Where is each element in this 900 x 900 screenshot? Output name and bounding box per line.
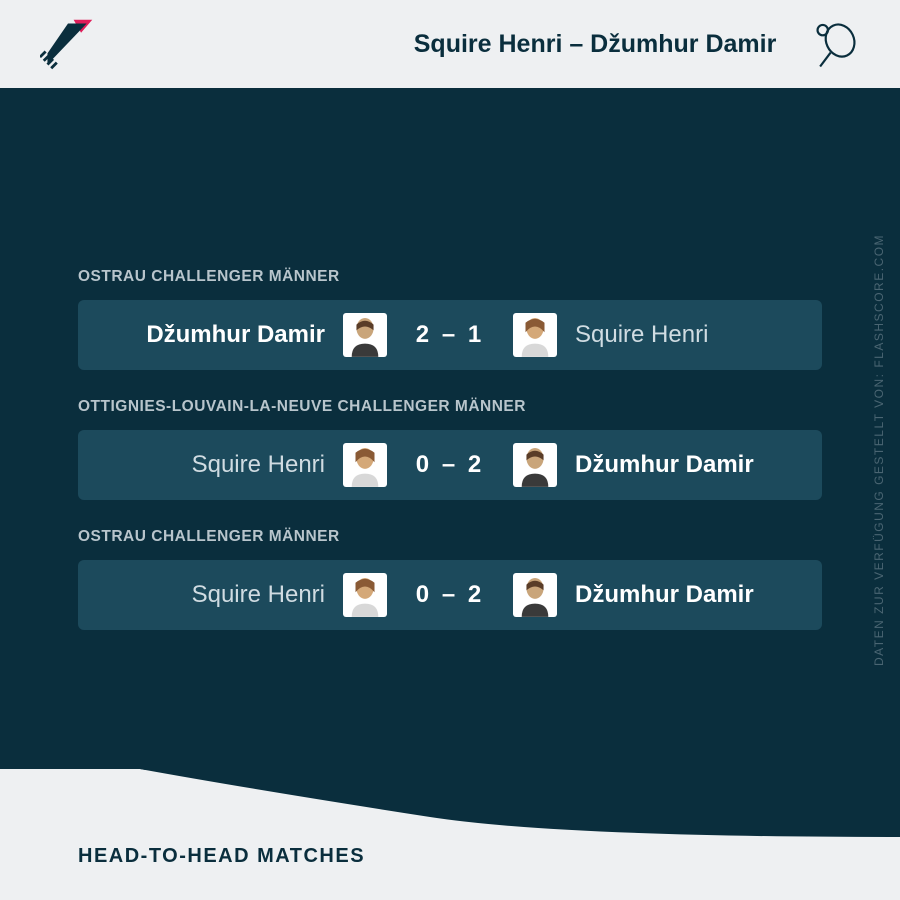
footer-label: HEAD-TO-HEAD MATCHES xyxy=(78,845,365,868)
tournament-label: OSTRAU CHALLENGER MÄNNER xyxy=(78,268,822,286)
tennis-icon xyxy=(808,18,860,70)
match-group: OTTIGNIES-LOUVAIN-LA-NEUVE CHALLENGER MÄ… xyxy=(78,398,822,500)
matchup-title: Squire Henri – Džumhur Damir xyxy=(414,30,777,59)
match-group: OSTRAU CHALLENGER MÄNNER Squire Henri 0 … xyxy=(78,528,822,630)
match-score: 0 – 2 xyxy=(405,451,495,479)
player-left-name: Squire Henri xyxy=(105,581,325,609)
footer-bar: HEAD-TO-HEAD MATCHES xyxy=(0,770,900,900)
header-bar: Squire Henri – Džumhur Damir xyxy=(0,0,900,88)
player-right-name: Squire Henri xyxy=(575,321,795,349)
player-left-name: Džumhur Damir xyxy=(105,321,325,349)
tournament-label: OSTRAU CHALLENGER MÄNNER xyxy=(78,528,822,546)
matches-content: OSTRAU CHALLENGER MÄNNER Džumhur Damir 2… xyxy=(0,88,900,630)
player-right-name: Džumhur Damir xyxy=(575,581,795,609)
player-right-name: Džumhur Damir xyxy=(575,451,795,479)
player-right-avatar xyxy=(513,443,557,487)
player-left-avatar xyxy=(343,443,387,487)
match-card[interactable]: Squire Henri 0 – 2 Džumhur Damir xyxy=(78,430,822,500)
player-left-avatar xyxy=(343,313,387,357)
match-group: OSTRAU CHALLENGER MÄNNER Džumhur Damir 2… xyxy=(78,268,822,370)
match-score: 2 – 1 xyxy=(405,321,495,349)
flashscore-logo[interactable] xyxy=(40,16,96,72)
player-left-avatar xyxy=(343,573,387,617)
tournament-label: OTTIGNIES-LOUVAIN-LA-NEUVE CHALLENGER MÄ… xyxy=(78,398,822,416)
player-right-avatar xyxy=(513,313,557,357)
attribution-text: DATEN ZUR VERFÜGUNG GESTELLT VON: FLASHS… xyxy=(872,234,886,666)
match-card[interactable]: Squire Henri 0 – 2 Džumhur Damir xyxy=(78,560,822,630)
player-right-avatar xyxy=(513,573,557,617)
player-left-name: Squire Henri xyxy=(105,451,325,479)
match-card[interactable]: Džumhur Damir 2 – 1 Squire Henri xyxy=(78,300,822,370)
match-score: 0 – 2 xyxy=(405,581,495,609)
